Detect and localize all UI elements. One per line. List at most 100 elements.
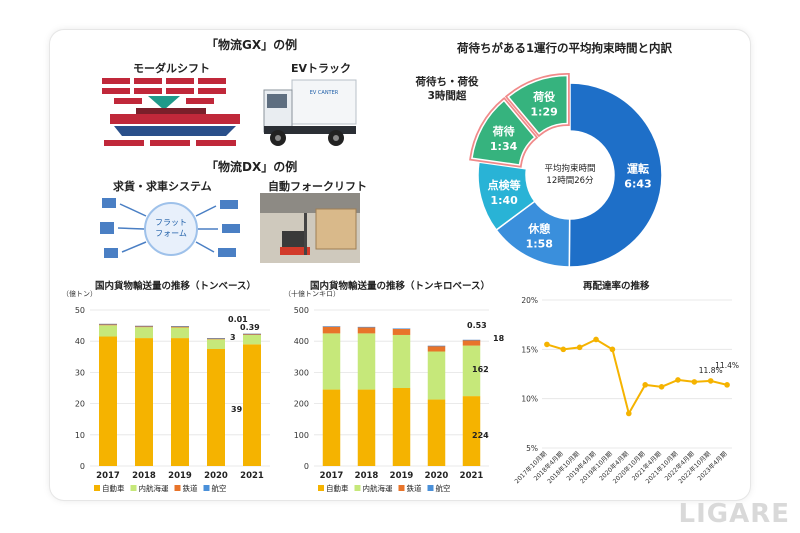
legend-swatch — [174, 485, 181, 491]
ship-icon — [114, 126, 236, 136]
x-tick-label: 2020 — [425, 471, 449, 481]
y-tick-label: 5% — [526, 444, 538, 453]
data-point — [593, 336, 599, 343]
bar-segment — [392, 328, 411, 335]
y-axis-label: （億トン） — [62, 289, 97, 298]
watermark-logo: LIGARE — [678, 499, 790, 529]
truck-icon — [220, 200, 238, 209]
x-tick-label: 2020 — [204, 471, 228, 481]
legend-label: 航空 — [212, 483, 227, 493]
bar-segment — [171, 326, 189, 327]
y-tick-label: 400 — [294, 337, 309, 346]
platform-illustration: フラット フォーム — [100, 198, 240, 258]
data-label: 11.4% — [715, 361, 739, 370]
platform-circle — [144, 202, 198, 256]
donut-slice-3 — [471, 99, 536, 166]
x-tick-label: 2019 — [168, 471, 192, 481]
bar-segment — [99, 323, 117, 326]
y-tick-label: 10% — [521, 395, 538, 404]
legend-swatch — [130, 485, 137, 491]
legend-label: 航空 — [436, 483, 451, 493]
bar-segment — [243, 344, 261, 466]
x-tick-label: 2018 — [355, 471, 379, 481]
donut-center-label: 平均拘束時間 — [544, 163, 595, 174]
bar-segment — [207, 349, 225, 466]
x-tick-label: 2017 — [320, 471, 344, 481]
legend-swatch — [318, 485, 324, 491]
bar-segment — [357, 327, 376, 334]
bar-segment — [392, 334, 411, 388]
x-tick-label: 2019 — [390, 471, 414, 481]
y-tick-label: 20 — [75, 400, 85, 409]
factory-icon — [102, 198, 116, 208]
bar-segment — [322, 326, 341, 334]
bar-segment — [427, 399, 446, 466]
donut-callout-sub: 3時間超 — [428, 89, 467, 102]
ev-truck-label: EVトラック — [291, 62, 352, 75]
donut-slice-label: 休憩 — [527, 222, 550, 236]
data-label: 11.8% — [699, 366, 723, 375]
donut-slice-label: 荷待 — [492, 124, 515, 138]
y-tick-label: 0 — [80, 462, 85, 471]
legend-swatch — [427, 485, 434, 491]
x-tick-label: 2021 — [460, 471, 484, 481]
bar-segment — [99, 336, 117, 466]
donut-slice-label: 運転 — [627, 161, 649, 175]
data-label: 0.53 — [467, 321, 487, 330]
donut-slice-value: 1:40 — [490, 194, 518, 207]
bar-segment — [171, 338, 189, 466]
modal-shift-illustration — [102, 78, 240, 146]
bar-segment — [135, 327, 153, 339]
bar-segment — [171, 326, 189, 328]
legend-swatch — [203, 485, 210, 491]
bar-segment — [357, 333, 376, 390]
bar-segment — [243, 333, 261, 335]
y-tick-label: 20% — [521, 296, 538, 305]
line-chart-redelivery: 5%10%15%20%2017年10月期2018年4月期2018年10月期201… — [513, 296, 739, 485]
y-tick-label: 10 — [75, 431, 85, 440]
bar-ton-title: 国内貨物輸送量の推移（トンベース） — [95, 281, 257, 292]
data-label: 0.39 — [240, 323, 260, 332]
legend-label: 自動車 — [326, 483, 349, 493]
bar-segment — [322, 326, 341, 327]
bar-segment — [392, 388, 411, 466]
bar-segment — [357, 326, 376, 328]
donut-slice-value: 1:29 — [530, 106, 557, 119]
legend-swatch — [398, 485, 405, 491]
data-point — [707, 378, 714, 384]
donut-chart: 運転 6:43 休憩 1:58 点検等 1:40 荷待 1:34 荷役 1:29 平均拘束時間 12時… — [415, 72, 663, 268]
ev-truck-badge: EV CANTER — [310, 90, 339, 96]
donut-slice-label: 荷役 — [532, 90, 555, 104]
data-point — [642, 382, 648, 388]
x-tick-label: 2021 — [240, 471, 264, 481]
arrow-down-icon — [148, 96, 180, 110]
donut-title: 荷待ちがある1運行の平均拘束時間と内訳 — [457, 41, 672, 55]
x-tick-label: 2018 — [132, 471, 156, 481]
bar-segment — [243, 333, 261, 335]
bar-segment — [207, 338, 225, 340]
data-point — [626, 410, 632, 417]
bar-segment — [322, 389, 341, 466]
donut-slice-2 — [477, 161, 536, 232]
truck-icon — [222, 224, 240, 233]
donut-slice-0 — [568, 82, 663, 268]
data-label: 39 — [231, 405, 243, 414]
data-point — [560, 346, 567, 353]
data-point — [576, 344, 583, 351]
bar-segment — [392, 328, 411, 330]
bar-segment — [357, 389, 376, 466]
bar-segment — [99, 325, 117, 337]
bar-segment — [135, 338, 153, 466]
bar-chart-tonkm: （十億トンキロ） 0 100 200 300 400 500 2017 2018 2019 2020… — [284, 289, 505, 493]
legend-label: 自動車 — [102, 483, 125, 493]
data-point — [544, 341, 550, 348]
platform-label-line1: フラット — [155, 218, 187, 227]
legend-label: 内航海運 — [363, 483, 393, 493]
donut-center-value: 12時間26分 — [546, 176, 594, 186]
bar-chart-ton: （億トン） 0 10 20 30 40 50 2017 2018 2019 2020 2021 自動車 内… — [62, 289, 270, 493]
data-label: 162 — [472, 365, 489, 374]
x-tick-label: 2017 — [96, 471, 120, 481]
forklift-photo — [260, 193, 360, 263]
y-tick-label: 40 — [75, 337, 85, 346]
y-tick-label: 15% — [521, 345, 538, 354]
